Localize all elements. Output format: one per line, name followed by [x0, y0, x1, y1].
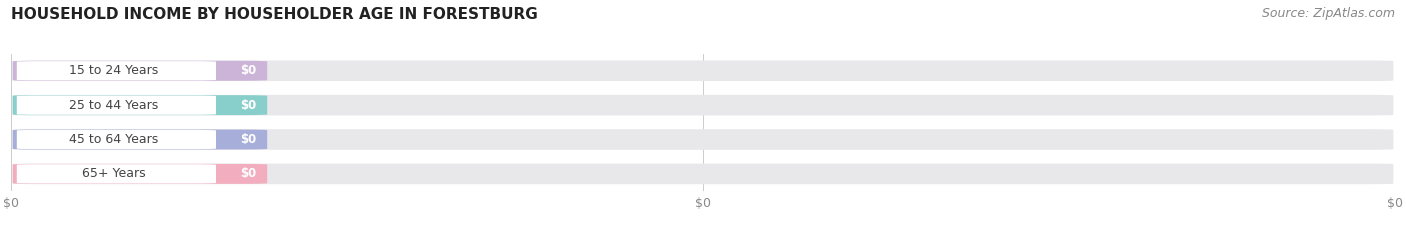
FancyBboxPatch shape — [13, 95, 1393, 116]
FancyBboxPatch shape — [13, 61, 1393, 81]
Text: $0: $0 — [240, 99, 257, 112]
Text: 15 to 24 Years: 15 to 24 Years — [69, 64, 159, 77]
FancyBboxPatch shape — [17, 96, 217, 115]
FancyBboxPatch shape — [13, 164, 1393, 184]
Text: $0: $0 — [240, 167, 257, 180]
Text: 25 to 44 Years: 25 to 44 Years — [69, 99, 159, 112]
Text: 65+ Years: 65+ Years — [82, 167, 145, 180]
Text: $0: $0 — [240, 64, 257, 77]
Text: 45 to 64 Years: 45 to 64 Years — [69, 133, 159, 146]
Text: $0: $0 — [240, 133, 257, 146]
FancyBboxPatch shape — [13, 129, 1393, 150]
Text: Source: ZipAtlas.com: Source: ZipAtlas.com — [1261, 7, 1395, 20]
FancyBboxPatch shape — [13, 95, 267, 115]
Text: HOUSEHOLD INCOME BY HOUSEHOLDER AGE IN FORESTBURG: HOUSEHOLD INCOME BY HOUSEHOLDER AGE IN F… — [11, 7, 538, 22]
FancyBboxPatch shape — [13, 130, 267, 150]
FancyBboxPatch shape — [17, 164, 217, 184]
FancyBboxPatch shape — [13, 61, 267, 81]
FancyBboxPatch shape — [17, 61, 217, 80]
FancyBboxPatch shape — [17, 130, 217, 149]
FancyBboxPatch shape — [13, 164, 267, 184]
